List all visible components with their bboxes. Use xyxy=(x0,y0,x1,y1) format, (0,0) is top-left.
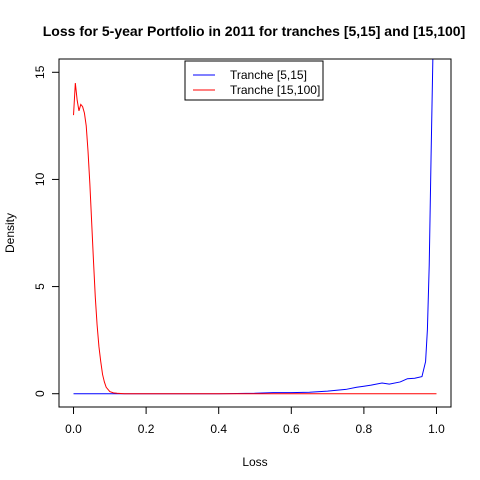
legend-label-2: Tranche [15,100] xyxy=(230,83,320,97)
legend-label-1: Tranche [5,15] xyxy=(230,68,307,82)
x-tick-label: 0.4 xyxy=(210,422,227,436)
legend-box xyxy=(184,60,324,101)
series-layer xyxy=(73,59,437,395)
x-tick-label: 0.6 xyxy=(283,422,300,436)
y-tick-label: 5 xyxy=(33,283,47,290)
y-tick-label: 10 xyxy=(33,172,47,186)
x-tick-label: 0.2 xyxy=(138,422,155,436)
x-tick-label: 0.8 xyxy=(356,422,373,436)
x-axis: 0.0 0.2 0.4 0.6 0.8 1.0 xyxy=(65,406,445,436)
x-tick-label: 1.0 xyxy=(428,422,445,436)
y-tick-label: 0 xyxy=(33,390,47,397)
y-axis-label: Density xyxy=(3,213,17,253)
chart-title: Loss for 5-year Portfolio in 2011 for tr… xyxy=(43,23,465,39)
legend: Tranche [5,15]Tranche [15,100] xyxy=(184,60,324,101)
y-axis: 0 5 10 15 xyxy=(33,65,60,397)
series-line-2 xyxy=(73,82,437,395)
x-axis-label: Loss xyxy=(242,455,267,469)
x-tick-label: 0.0 xyxy=(65,422,82,436)
y-tick-label: 15 xyxy=(33,65,47,79)
